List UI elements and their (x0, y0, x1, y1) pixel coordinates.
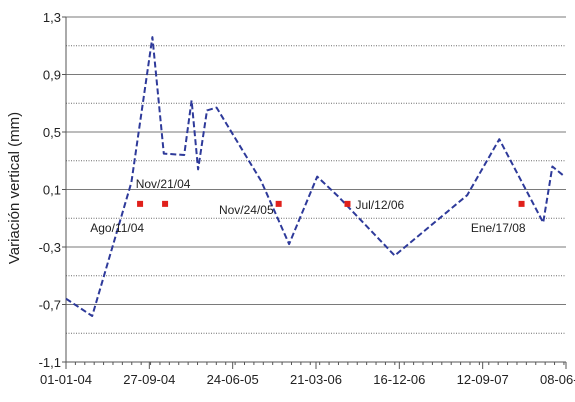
date-marker (137, 201, 143, 207)
date-marker (519, 201, 525, 207)
date-marker-label: Nov/24/05 (219, 203, 274, 217)
axis-layer: -1,1 -0,7 -0,3 0,1 0,5 0,9 1,3 01-01-04 27-09-04… (39, 10, 575, 387)
date-marker-label: Ene/17/08 (471, 221, 526, 235)
x-tick-label: 01-01-04 (40, 372, 92, 387)
y-tick-label: 0,1 (43, 183, 61, 198)
y-tick-label: 1,3 (43, 10, 61, 25)
y-tick-label: 0,9 (43, 68, 61, 83)
date-marker (162, 201, 168, 207)
y-tick-label: -1,1 (39, 355, 61, 370)
x-tick-label: 24-06-05 (207, 372, 259, 387)
x-tick-label: 21-03-06 (290, 372, 342, 387)
date-marker-label: Ago/11/04 (90, 221, 144, 235)
date-marker-label: Nov/21/04 (136, 177, 191, 191)
x-tick-label: 27-09-04 (123, 372, 175, 387)
y-tick-label: -0,3 (39, 240, 61, 255)
date-marker (344, 201, 350, 207)
date-marker (276, 201, 282, 207)
date-marker-label: Jul/12/06 (355, 198, 404, 212)
x-tick-label: 16-12-06 (373, 372, 425, 387)
y-axis-label: Variación vertical (mm) (6, 112, 23, 264)
y-tick-label: 0,5 (43, 125, 61, 140)
x-tick-label: 08-06-08 (540, 372, 575, 387)
y-tick-label: -0,7 (39, 298, 61, 313)
x-tick-label: 12-09-07 (457, 372, 509, 387)
marker-layer: Ago/11/04 Nov/21/04 Nov/24/05 Jul/12/06 Ene/… (90, 177, 526, 235)
